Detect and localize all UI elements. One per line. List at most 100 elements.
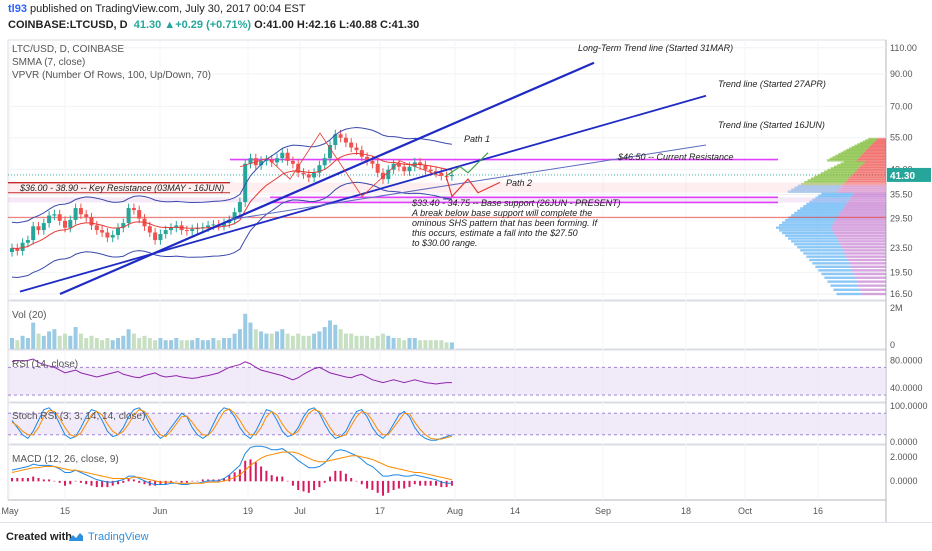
macd-histogram-bar: [276, 476, 278, 482]
vpvr-up-row: [797, 184, 842, 188]
volume-tick-label: 2M: [890, 303, 903, 313]
macd-histogram-bar: [281, 476, 284, 482]
vpvr-down-row: [852, 269, 886, 272]
chart-canvas[interactable]: Long-Term Trend line (Started 31MAR) Tren…: [0, 0, 932, 522]
volume-bar: [290, 335, 295, 349]
vpvr-up-row: [827, 168, 857, 172]
annotation-key-resistance: $36.00 - 38.90 -- Key Resistance (03MAY …: [19, 183, 224, 193]
time-tick-label: Jul: [294, 506, 306, 516]
vpvr-down-row: [831, 226, 886, 229]
vpvr-up-row: [843, 160, 865, 164]
volume-bar: [68, 335, 73, 349]
volume-profile: [776, 137, 886, 296]
candle-body: [174, 225, 179, 228]
macd-histogram-bar: [111, 480, 114, 486]
vpvr-down-row: [850, 196, 886, 199]
vpvr-down-row: [858, 284, 886, 287]
volume-bar: [232, 333, 237, 349]
vpvr-down-row: [840, 186, 886, 189]
channel-upper-line: [11, 127, 452, 224]
volume-bar: [359, 335, 364, 349]
vpvr-down-row: [836, 190, 886, 193]
macd-histogram-bar: [435, 480, 437, 486]
vpvr-up-row: [849, 147, 868, 150]
price-change: +0.29 (+0.71%): [175, 19, 252, 31]
volume-bar: [343, 333, 348, 349]
candle-body: [206, 225, 211, 228]
legend-vpvr: VPVR (Number Of Rows, 100, Up/Down, 70): [12, 70, 211, 81]
macd-histogram-bar: [175, 480, 178, 482]
volume-bar: [227, 338, 232, 349]
vpvr-down-row: [846, 255, 886, 258]
stoch-rsi-series: [8, 407, 886, 441]
macd-histogram-bar: [64, 480, 66, 486]
vpvr-up-row: [809, 200, 848, 204]
volume-bar: [116, 338, 120, 349]
volume-bar: [126, 329, 131, 349]
vpvr-up-row: [815, 265, 851, 268]
vpvr-up-row: [830, 284, 859, 287]
macd-histogram-bar: [297, 480, 300, 490]
channel-lower-line: [11, 181, 452, 278]
price-tick-label: 70.00: [890, 101, 913, 111]
vpvr-up-row: [812, 198, 850, 201]
macd-histogram-bar: [58, 480, 61, 483]
candle-body: [169, 227, 173, 231]
vpvr-up-row: [818, 194, 853, 197]
vpvr-down-row: [838, 188, 886, 191]
macd-histogram-bar: [307, 480, 310, 493]
vpvr-down-row: [853, 192, 886, 195]
volume-bar: [63, 333, 67, 349]
legend-stoch: Stoch RSI (3, 3, 14, 14, close): [12, 411, 145, 422]
candle-body: [259, 160, 264, 166]
price-tick-label: 29.50: [890, 214, 913, 224]
volume-bar: [322, 327, 327, 349]
vpvr-down-row: [849, 262, 886, 265]
volume-bar: [142, 335, 147, 349]
time-tick-label: Jun: [153, 506, 168, 516]
volume-bar: [444, 342, 449, 349]
macd-histogram-bar: [90, 480, 93, 486]
candle-body: [407, 166, 412, 172]
vpvr-up-row: [835, 154, 861, 158]
annotation-path-2: Path 2: [506, 178, 532, 188]
candle-body: [94, 225, 99, 231]
macd-histogram-bar: [424, 480, 427, 486]
macd-histogram-bar: [397, 480, 400, 489]
macd-histogram-bar: [376, 480, 379, 493]
macd-histogram-bar: [291, 480, 294, 486]
volume-bar: [407, 338, 412, 349]
candle-body: [41, 223, 46, 231]
macd-histogram-bar: [122, 480, 125, 483]
candle-body: [402, 166, 407, 172]
candle-body: [63, 220, 67, 228]
vpvr-up-row: [797, 246, 842, 249]
volume-bar: [396, 338, 401, 349]
candle-body: [15, 248, 20, 251]
candle-body: [137, 210, 142, 219]
volume-bar: [89, 335, 94, 349]
vpvr-up-row: [800, 207, 844, 210]
author-link[interactable]: tl93: [8, 3, 27, 15]
vpvr-up-row: [779, 229, 833, 232]
volume-bar: [179, 340, 184, 349]
time-tick-label: Oct: [738, 506, 753, 516]
last-price-tag-label: 41.30: [890, 171, 915, 182]
macd-histogram-bar: [408, 480, 411, 488]
vpvr-down-row: [850, 175, 886, 179]
volume-bar: [338, 329, 343, 349]
vpvr-down-row: [838, 214, 886, 217]
candle-body: [375, 163, 380, 173]
key-resistance-zone: [8, 182, 886, 193]
symbol-info: COINBASE:LTCUSD, D 41.30 ▲+0.29 (+0.71%)…: [8, 19, 419, 31]
candle-body: [290, 160, 295, 164]
macd-tick-label: 0.0000: [890, 476, 918, 486]
volume-bar: [296, 333, 301, 349]
vpvr-up-row: [800, 249, 844, 252]
vpvr-down-row: [875, 139, 886, 142]
candle-body: [20, 242, 25, 251]
volume-bar: [365, 335, 370, 349]
vpvr-up-row: [833, 288, 860, 291]
publish-info: tl93 published on TradingView.com, July …: [8, 3, 306, 15]
tradingview-brand[interactable]: TradingView: [88, 531, 149, 543]
